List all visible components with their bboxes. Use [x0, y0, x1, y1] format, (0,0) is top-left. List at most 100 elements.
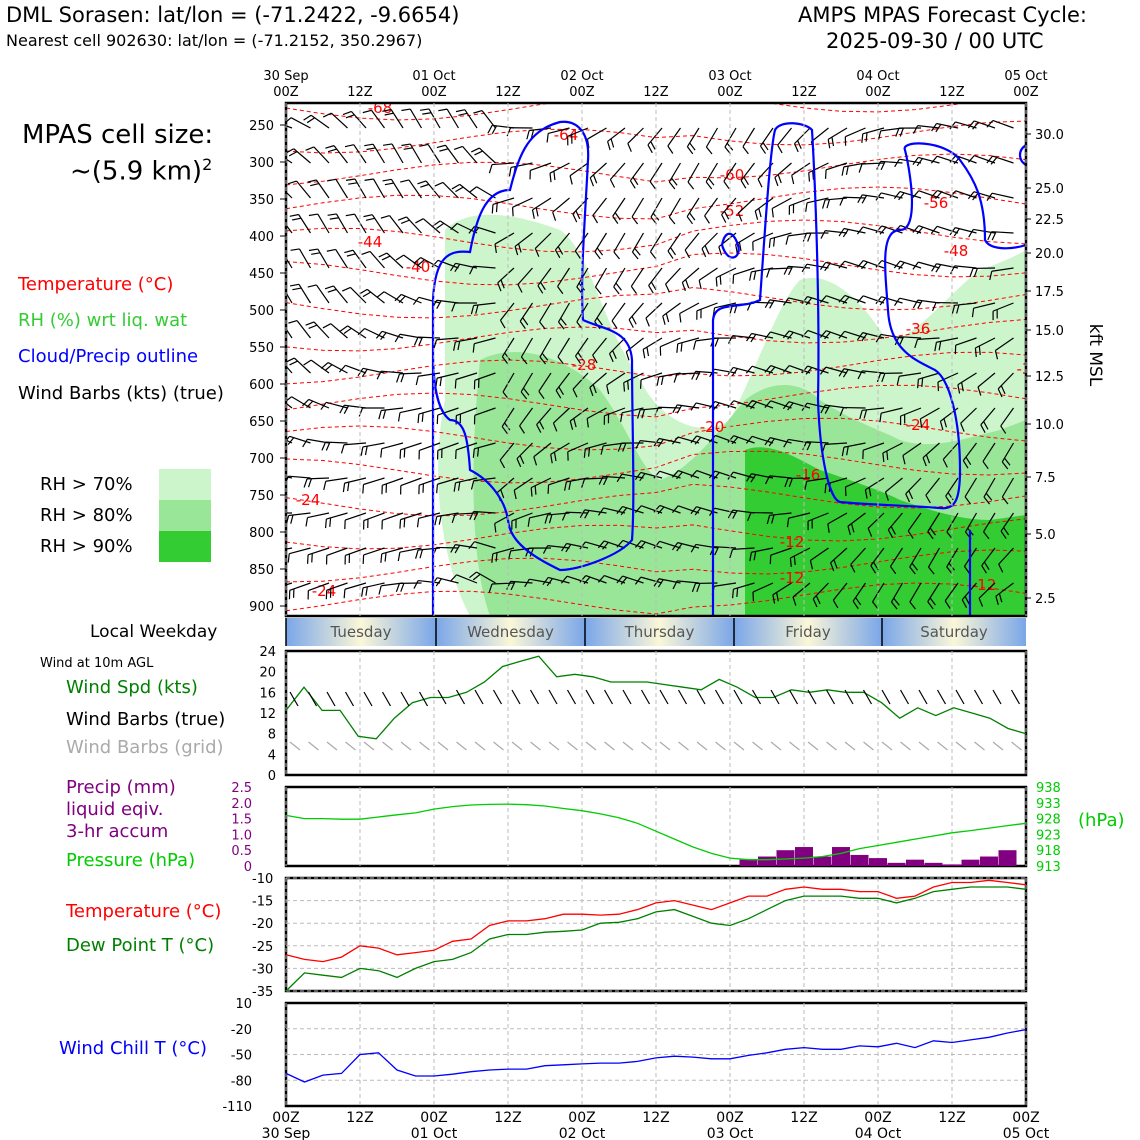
wind-barb — [539, 302, 552, 330]
wind-barb-flag — [957, 384, 961, 394]
wind-barb-flag — [394, 333, 401, 343]
windchill-panel: 10-20-50-80-110 — [222, 997, 1028, 1115]
wind-barb-flag — [884, 491, 889, 501]
wind-barb — [286, 357, 311, 374]
wind-barb-staff — [474, 372, 496, 381]
bottom-time-tick: 00Z — [864, 1110, 891, 1126]
temperature-contour — [286, 417, 1026, 451]
wind-barb-flag — [636, 409, 641, 419]
wind-barb-flag — [434, 181, 444, 187]
wind-barb-staff — [881, 296, 903, 304]
wind-barb-staff — [981, 547, 996, 566]
wind-barb-staff — [345, 547, 367, 557]
wind-barb — [376, 370, 404, 380]
top-date-label: 02 Oct — [560, 69, 603, 84]
wind-barb — [727, 435, 755, 445]
wind-barb — [671, 505, 700, 514]
wind-barb-flag — [630, 286, 638, 295]
wind-barb-flag — [620, 412, 623, 422]
wind-barb-flag — [934, 342, 938, 352]
wind-barb — [740, 162, 755, 189]
wind-barb-flag — [969, 268, 974, 278]
wind-barb — [630, 267, 645, 295]
wind-barb-flag — [668, 181, 676, 190]
wind-barb-flag — [287, 437, 295, 446]
wind-barb — [954, 337, 977, 355]
wind-barb-staff — [917, 337, 940, 340]
wind-barb-flag — [909, 566, 916, 575]
bottom-time-tick: 12Z — [790, 1110, 817, 1126]
wind-barb — [491, 197, 515, 214]
wind-barb-flag — [399, 519, 402, 529]
wind-barb — [634, 576, 663, 585]
wind-barb — [589, 162, 607, 187]
wind-barb-flag — [639, 473, 646, 482]
wind-barb-flag — [400, 179, 410, 183]
wind-barb-staff — [909, 547, 922, 568]
wind-barb-flag — [931, 123, 937, 132]
wind-barb — [819, 330, 848, 340]
wind-barb-staff — [623, 372, 644, 384]
temperature-contour-label: -44 — [358, 233, 383, 251]
precip-bar — [869, 858, 887, 866]
wind-barb-flag — [470, 305, 475, 315]
pressure-ytick-label: 933 — [1036, 797, 1061, 812]
wind-barb-staff — [902, 442, 922, 457]
wind-barb-flag — [649, 181, 656, 190]
wind-barb-flag — [985, 492, 993, 501]
wind-barb-flag — [875, 260, 883, 268]
wind-barb-staff — [732, 334, 755, 339]
wind-barb-staff — [899, 297, 922, 304]
wind-barb-staff — [678, 505, 700, 514]
wind-barb — [727, 366, 755, 377]
wind-barb — [305, 321, 330, 339]
wind-barb-flag — [338, 364, 346, 373]
wind-barb — [930, 155, 959, 164]
wind-barb-staff — [555, 372, 570, 391]
wind-barb — [771, 197, 792, 218]
wind-barb-staff — [536, 407, 552, 426]
wind-barb-staff — [325, 441, 348, 444]
temperature-contour-label: -24 — [296, 491, 321, 509]
wind-barb — [397, 407, 422, 422]
wind-barb-flag — [935, 264, 942, 273]
wind-barb — [827, 512, 848, 533]
wind-barb-flag — [471, 147, 480, 153]
wind-barb-staff — [863, 442, 885, 451]
wind-barb — [802, 441, 829, 451]
wind-barb-flag — [743, 176, 749, 185]
wind-barb — [413, 579, 441, 589]
wind-barb-flag — [978, 597, 984, 607]
wind-barb-flag — [850, 523, 855, 533]
wind-barb-flag — [398, 295, 406, 303]
weekday-name: Friday — [785, 623, 831, 641]
wind-barb — [339, 325, 367, 339]
wind-barb-flag — [495, 552, 498, 562]
wind-barb-flag — [690, 435, 698, 444]
wind-barb-flag — [721, 214, 727, 223]
wind-barb — [696, 302, 718, 320]
wind-barb-flag — [560, 575, 568, 584]
wind-barb-flag — [928, 566, 935, 575]
wind-barb-staff — [594, 267, 608, 288]
wind-barb-staff — [983, 477, 996, 498]
wind-barb-flag — [365, 217, 375, 221]
wind-barb-flag — [736, 587, 739, 597]
wind-barb — [838, 227, 866, 238]
wind-barb — [950, 265, 977, 275]
wind-barb-flag — [541, 352, 549, 361]
wind-barb-flag — [554, 249, 561, 259]
wind-barb-flag — [694, 507, 702, 516]
wind-barb-flag — [634, 505, 642, 513]
wind-barb-flag — [308, 213, 318, 217]
wind-barb-flag — [676, 343, 679, 353]
wind-barb-flag — [1004, 457, 1011, 466]
wind-barb-staff — [909, 582, 922, 603]
wind-barb-flag — [383, 143, 393, 146]
wind-barb — [844, 477, 866, 497]
wind-barb-flag — [727, 400, 735, 408]
wind-barb-true — [659, 689, 669, 705]
wind-barb-staff — [549, 162, 570, 174]
wind-barb-staff — [631, 197, 645, 218]
wind-barb-staff — [455, 477, 478, 484]
